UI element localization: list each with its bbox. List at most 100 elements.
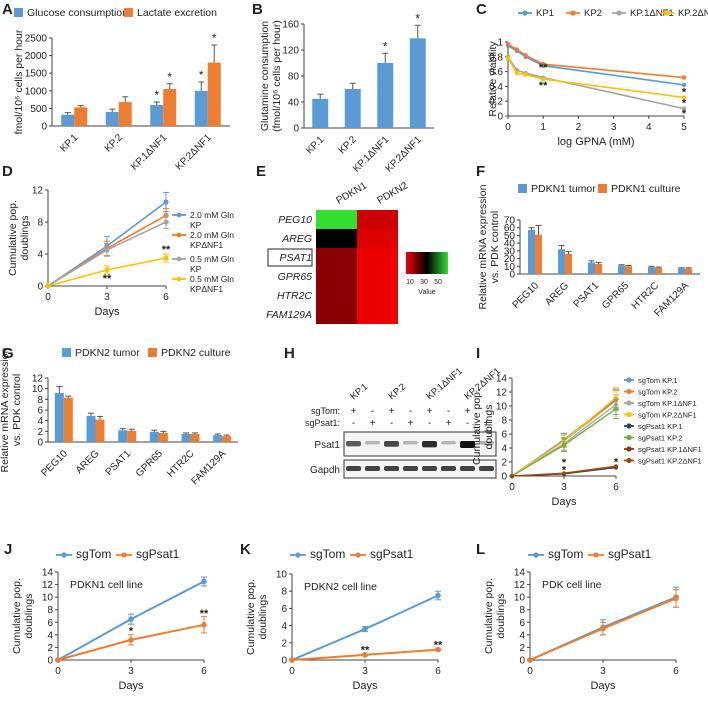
chart-a-y-tick-label: 1000 xyxy=(25,86,48,97)
chart-k-x-label: Days xyxy=(352,680,378,692)
chart-k-legend-label: sgPsat1 xyxy=(370,547,414,561)
chart-k-data-point xyxy=(289,657,295,663)
chart-h-sgpsat1-sign: + xyxy=(446,418,452,429)
chart-i-legend-marker xyxy=(626,388,632,395)
chart-l-x-label: Days xyxy=(590,680,616,692)
chart-j-y-tick-label: 8 xyxy=(47,605,53,616)
chart-e-row-box xyxy=(267,248,313,267)
chart-b-annotation: * xyxy=(415,11,420,25)
panel-label-j: J xyxy=(4,541,12,558)
chart-b-bar xyxy=(344,89,361,128)
chart-f-bar xyxy=(678,268,685,274)
chart-f-bar xyxy=(528,230,535,274)
chart-e-scale-label: Value xyxy=(418,289,435,296)
chart-g-bar xyxy=(158,432,168,442)
chart-c-annotation: * xyxy=(682,98,687,110)
chart-i-y-tick-label: 0 xyxy=(501,472,507,483)
chart-d-y-label-2: doublings xyxy=(19,216,31,261)
chart-d-data-point xyxy=(104,247,110,253)
chart-a-y-tick-label: 500 xyxy=(30,104,47,115)
panel-label-b: B xyxy=(252,1,263,18)
chart-f-bar xyxy=(565,253,572,274)
chart-a-bar xyxy=(118,102,132,126)
chart-h-gapdh-band xyxy=(479,466,494,471)
chart-l-y-tick-label: 10 xyxy=(514,593,526,604)
chart-k-x-tick-label: 6 xyxy=(435,666,441,677)
chart-a-x-tick-label: KP.2ΔNF1 xyxy=(174,132,215,173)
chart-i-legend-label: sgPsat1 KP.1 xyxy=(638,422,682,431)
chart-c-data-point xyxy=(681,82,687,88)
chart-e-cell xyxy=(357,267,398,286)
chart-g-bar xyxy=(95,419,105,442)
chart-h-gapdh-band xyxy=(441,466,456,471)
chart-i-x-label: Days xyxy=(551,496,577,508)
chart-l-legend-marker xyxy=(593,552,599,558)
chart-h-sgtom-sign: - xyxy=(485,406,488,417)
chart-i-y-label-2: doublings xyxy=(483,405,495,450)
chart-l-legend-label: sgTom xyxy=(548,547,583,561)
chart-i-legend-label: sgPsat1 KP.2 xyxy=(638,434,682,443)
chart-g-y-tick-label: 8 xyxy=(37,395,43,406)
chart-c-legend-label: KP.1ΔNF1 xyxy=(630,8,674,19)
chart-g-y-label-2: vs. PDK control xyxy=(11,374,23,446)
chart-i-y-tick-label: 10 xyxy=(496,402,508,413)
chart-e-row-label: AREG xyxy=(281,233,312,245)
chart-c-series-line xyxy=(507,45,685,86)
chart-c-data-point xyxy=(514,47,519,52)
chart-j-x-tick-label: 6 xyxy=(201,666,207,677)
chart-e-column-label: PDKN1 xyxy=(335,180,370,206)
chart-d-x-tick-label: 3 xyxy=(104,292,110,303)
chart-e-row-label: HTR2C xyxy=(277,290,312,302)
chart-c-data-point xyxy=(541,61,546,67)
chart-c-annotation: ** xyxy=(539,80,548,92)
chart-h-psat1-band xyxy=(422,441,437,448)
chart-b-y-tick-label: 80 xyxy=(288,72,300,83)
chart-b-y-tick-label: 0 xyxy=(293,124,299,135)
chart-k-legend-marker xyxy=(295,552,301,558)
chart-l-legend-label: sgPsat1 xyxy=(608,547,652,561)
chart-e-scale-tick: 10 xyxy=(406,279,414,286)
chart-l-y-tick-label: 6 xyxy=(519,618,525,629)
chart-c-legend-label: KP.2ΔNF1 xyxy=(678,8,708,19)
chart-e-cell xyxy=(357,210,398,229)
chart-k-y-tick-label: 8 xyxy=(281,587,287,598)
chart-c-annotation: ** xyxy=(539,62,548,74)
chart-f-legend-swatch xyxy=(598,184,607,193)
chart-h-sgtom-sign: + xyxy=(389,406,395,417)
chart-c-y-tick-label: 0.8 xyxy=(489,52,503,63)
chart-i-y-tick-label: 8 xyxy=(501,416,507,427)
chart-h-sgpsat1-sign: + xyxy=(408,418,414,429)
chart-f-x-tick-label: PEG10 xyxy=(511,280,542,311)
panel-label-h: H xyxy=(284,345,295,362)
chart-i-data-point xyxy=(614,406,618,411)
chart-h-column-label: KP.2 xyxy=(386,381,408,402)
chart-a-legend-swatch xyxy=(124,8,133,17)
chart-d-x-label: Days xyxy=(94,306,120,318)
chart-a-y-tick-label: 0 xyxy=(41,122,47,133)
chart-a-x-tick-label: KP.1 xyxy=(58,132,81,155)
chart-j-y-label-2: doublings xyxy=(23,594,35,639)
chart-i-x-tick-label: 0 xyxy=(509,482,515,493)
chart-j-y-tick-label: 6 xyxy=(47,618,53,629)
chart-j-y-tick-label: 4 xyxy=(47,630,53,641)
chart-f-y-tick-label: 40 xyxy=(504,239,516,250)
chart-a-bar xyxy=(163,89,177,126)
chart-d-data-point xyxy=(163,199,169,205)
chart-c-x-tick-label: 5 xyxy=(681,122,687,133)
chart-c-y-tick-label: 0 xyxy=(497,112,503,123)
chart-a-annotation: * xyxy=(167,70,172,84)
chart-c-y-tick-label: 1 xyxy=(497,38,503,49)
chart-d-y-tick-label: 8 xyxy=(37,218,43,229)
panel-label-a: A xyxy=(2,1,13,18)
chart-i-legend-marker xyxy=(626,411,632,418)
chart-a-legend-label: Glucose consumption xyxy=(27,7,128,19)
chart-f-y-tick-label: 50 xyxy=(504,231,516,242)
chart-l-data-point xyxy=(600,625,606,632)
chart-i-y-tick-label: 4 xyxy=(501,444,507,455)
chart-f-bar xyxy=(535,234,542,274)
chart-a-legend-label: Lactate excretion xyxy=(137,7,217,19)
chart-j-data-point xyxy=(201,622,207,628)
chart-d-data-point xyxy=(163,255,169,261)
chart-b-x-tick-label: KP.2ΔNF1 xyxy=(384,134,425,175)
chart-i-legend-marker xyxy=(626,400,632,406)
